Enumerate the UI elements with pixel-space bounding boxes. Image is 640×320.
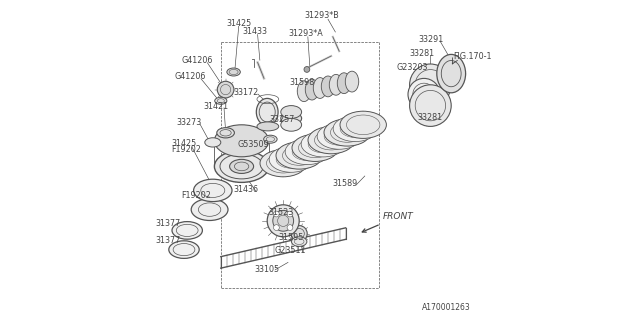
- Text: 33281: 33281: [417, 113, 442, 122]
- Ellipse shape: [215, 97, 227, 104]
- Text: 33291: 33291: [419, 35, 444, 44]
- Text: 33273: 33273: [176, 118, 202, 127]
- Ellipse shape: [281, 112, 301, 125]
- Ellipse shape: [273, 211, 294, 231]
- Ellipse shape: [308, 126, 355, 154]
- Ellipse shape: [292, 237, 307, 246]
- Text: 31293*A: 31293*A: [288, 29, 323, 38]
- Ellipse shape: [333, 116, 377, 141]
- Ellipse shape: [304, 67, 310, 72]
- Ellipse shape: [257, 122, 279, 131]
- Ellipse shape: [214, 125, 269, 157]
- Ellipse shape: [281, 118, 301, 131]
- Ellipse shape: [227, 68, 241, 76]
- Text: FRONT: FRONT: [362, 212, 413, 232]
- Text: G23203: G23203: [396, 63, 428, 72]
- Ellipse shape: [217, 81, 234, 98]
- Ellipse shape: [269, 147, 313, 172]
- Ellipse shape: [410, 64, 451, 106]
- Ellipse shape: [305, 79, 319, 100]
- Ellipse shape: [205, 138, 221, 147]
- Ellipse shape: [346, 71, 359, 92]
- Ellipse shape: [340, 111, 387, 138]
- Ellipse shape: [230, 159, 253, 173]
- Text: 31595: 31595: [278, 233, 304, 242]
- Text: 31377: 31377: [156, 236, 180, 245]
- Ellipse shape: [287, 211, 293, 217]
- Ellipse shape: [260, 149, 307, 177]
- Text: G53509: G53509: [238, 140, 269, 149]
- Ellipse shape: [337, 73, 351, 93]
- Ellipse shape: [297, 81, 311, 101]
- Ellipse shape: [169, 241, 199, 259]
- Ellipse shape: [273, 225, 279, 230]
- Text: 31421: 31421: [204, 102, 228, 111]
- Ellipse shape: [281, 106, 301, 118]
- Text: A170001263: A170001263: [422, 303, 470, 312]
- Ellipse shape: [437, 54, 466, 93]
- Ellipse shape: [321, 76, 335, 97]
- Text: 33281: 33281: [409, 49, 435, 58]
- Ellipse shape: [264, 135, 277, 143]
- Ellipse shape: [314, 77, 327, 99]
- Text: F19202: F19202: [172, 145, 201, 154]
- Ellipse shape: [191, 199, 228, 220]
- Text: G23511: G23511: [275, 246, 307, 255]
- Ellipse shape: [276, 142, 323, 169]
- Text: 33257: 33257: [269, 115, 295, 124]
- Text: FIG.170-1: FIG.170-1: [453, 52, 492, 61]
- Text: 31589: 31589: [332, 179, 358, 188]
- Ellipse shape: [194, 179, 232, 202]
- Ellipse shape: [329, 74, 343, 95]
- Ellipse shape: [291, 226, 307, 242]
- Ellipse shape: [324, 119, 371, 146]
- Ellipse shape: [408, 78, 440, 110]
- Text: 33172: 33172: [234, 88, 259, 97]
- Text: 31523: 31523: [268, 208, 293, 217]
- Ellipse shape: [268, 205, 300, 237]
- Ellipse shape: [273, 211, 279, 217]
- Ellipse shape: [292, 134, 339, 161]
- Text: G41206: G41206: [174, 72, 205, 81]
- Text: 31377: 31377: [156, 219, 180, 228]
- Ellipse shape: [287, 225, 293, 230]
- Ellipse shape: [301, 131, 345, 157]
- Ellipse shape: [217, 128, 234, 138]
- Ellipse shape: [410, 85, 451, 126]
- Ellipse shape: [317, 124, 361, 149]
- Ellipse shape: [214, 150, 269, 182]
- Text: 31436: 31436: [234, 185, 259, 194]
- Text: 31598: 31598: [289, 78, 315, 87]
- Text: 31425: 31425: [226, 19, 252, 28]
- Text: G41206: G41206: [182, 56, 213, 65]
- Text: 33105: 33105: [254, 265, 279, 274]
- Text: F19202: F19202: [181, 191, 211, 200]
- Ellipse shape: [285, 139, 329, 164]
- Text: 31425: 31425: [172, 140, 196, 148]
- Text: 31433: 31433: [243, 27, 268, 36]
- Ellipse shape: [172, 221, 202, 239]
- Ellipse shape: [256, 99, 278, 125]
- Text: 31293*B: 31293*B: [305, 12, 339, 20]
